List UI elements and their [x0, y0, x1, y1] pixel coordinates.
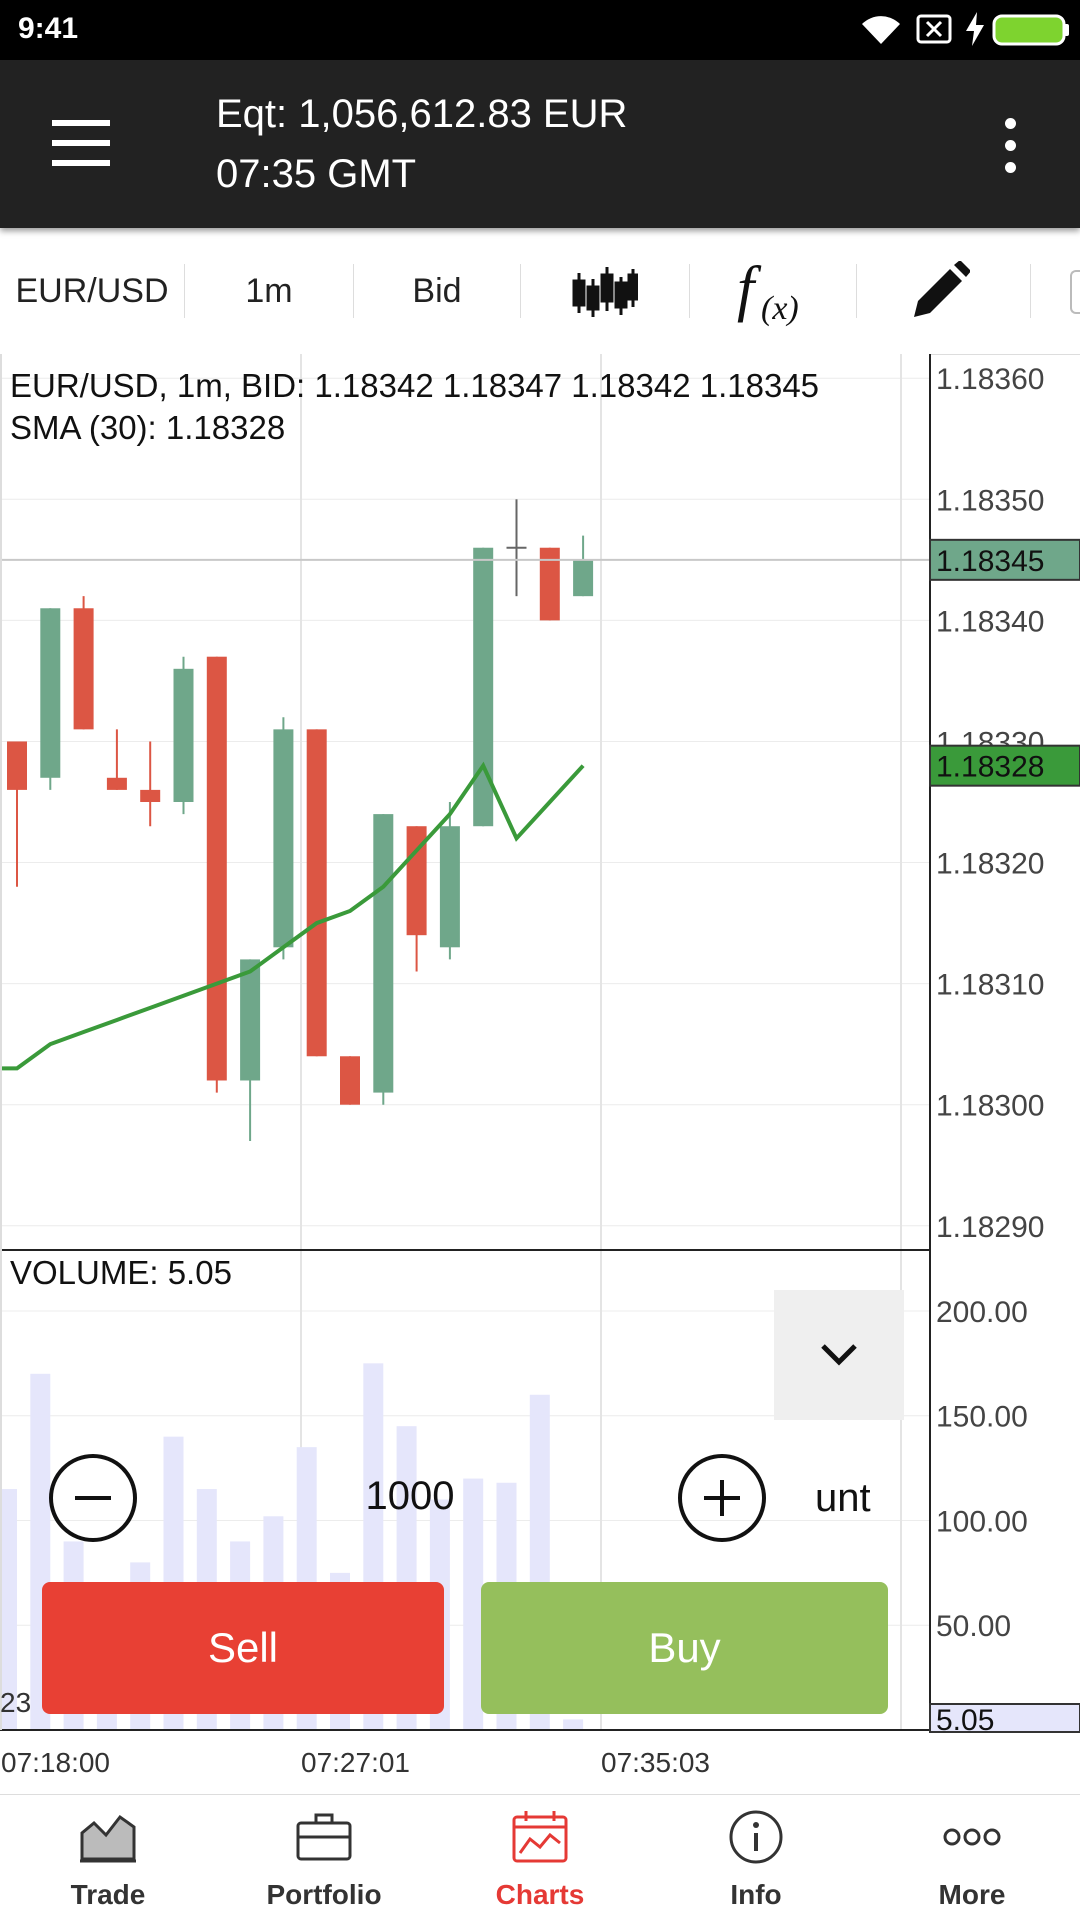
time-tick-label: 07:18:00: [1, 1747, 110, 1778]
price-chart[interactable]: 1.183601.183501.183401.183301.183201.183…: [0, 354, 1080, 1794]
candle: [473, 547, 494, 827]
candle: [273, 717, 294, 960]
candle: [40, 608, 61, 790]
minus-icon: [75, 1496, 111, 1500]
bottom-navigation: Trade Portfolio Charts Info: [0, 1794, 1080, 1921]
nav-portfolio-label: Portfolio: [266, 1879, 382, 1910]
nav-charts[interactable]: Charts: [432, 1795, 648, 1921]
price-tick-label: 1.18310: [936, 969, 1044, 1002]
candle: [539, 547, 560, 621]
chart-type-button[interactable]: [521, 228, 689, 354]
candle: [140, 741, 161, 827]
symbol-selector[interactable]: EUR/USD: [15, 271, 169, 310]
price-tick-label: 1.18360: [936, 363, 1044, 396]
equity-text: Eqt: 1,056,612.83 EUR: [216, 92, 628, 136]
svg-text:(x): (x): [761, 290, 799, 327]
candle: [373, 814, 394, 1105]
candle: [340, 1056, 360, 1105]
wifi-icon: [862, 16, 900, 44]
sma-info: SMA (30): 1.18328: [10, 409, 285, 446]
sma-price-tag-label: 1.18328: [936, 751, 1044, 784]
function-icon: f (x): [737, 255, 799, 327]
nav-more[interactable]: More: [864, 1795, 1080, 1921]
candle: [173, 656, 194, 815]
info-icon: [729, 1810, 783, 1864]
partial-label: 23: [0, 1687, 31, 1718]
candle: [439, 802, 460, 960]
ohlc-info: EUR/USD, 1m, BID: 1.18342 1.18347 1.1834…: [10, 367, 819, 404]
more-dots-icon: [943, 1828, 1001, 1846]
sma-line: [0, 761, 585, 1071]
nav-more-label: More: [938, 1879, 1006, 1910]
sma-price-tag: 1.18328: [929, 744, 1080, 787]
collapse-panel-button[interactable]: [774, 1290, 904, 1420]
current-volume-tag: 5.05: [929, 1703, 1080, 1737]
volume-tick-label: 100.00: [936, 1505, 1028, 1538]
candle: [106, 729, 127, 790]
candle: [240, 959, 261, 1142]
pencil-icon: [914, 261, 970, 317]
candle: [206, 656, 227, 1093]
briefcase-icon: [296, 1813, 352, 1861]
draw-button[interactable]: [857, 228, 1023, 354]
nav-trade-label: Trade: [70, 1879, 146, 1910]
trade-chart-icon: [80, 1814, 136, 1863]
candle: [306, 729, 327, 1057]
volume-tick-label: 150.00: [936, 1401, 1028, 1434]
chart-toolbar: EUR/USD 1m Bid f (x): [0, 228, 1080, 355]
decrease-quantity-button[interactable]: [49, 1454, 137, 1542]
current-volume-tag-label: 5.05: [936, 1704, 994, 1737]
candle: [506, 499, 527, 597]
calendar-chart-icon: [512, 1811, 568, 1863]
menu-icon[interactable]: [52, 120, 114, 166]
volume-bar: [463, 1478, 484, 1730]
price-tick-label: 1.18350: [936, 484, 1044, 517]
candle: [73, 596, 94, 730]
price-tick-label: 1.18340: [936, 605, 1044, 638]
current-price-tag: 1.18345: [929, 538, 1080, 581]
no-sim-icon: [916, 14, 952, 44]
time-tick-label: 07:35:03: [601, 1747, 710, 1778]
status-time: 9:41: [18, 12, 79, 45]
volume-tick-label: 50.00: [936, 1610, 1011, 1643]
current-price-tag-label: 1.18345: [936, 545, 1044, 578]
chart-axes: 1.183601.183501.183401.183301.183201.183…: [0, 354, 1080, 1778]
price-tick-label: 1.18290: [936, 1211, 1044, 1244]
volume-bar: [0, 1489, 17, 1730]
charging-icon: [966, 12, 984, 46]
more-tools-edge[interactable]: [1070, 270, 1080, 314]
nav-charts-label: Charts: [495, 1879, 585, 1910]
volume-bar: [563, 1719, 584, 1730]
nav-info-label: Info: [730, 1879, 782, 1910]
quantity-value[interactable]: 1000: [365, 1474, 455, 1518]
price-type-selector[interactable]: Bid: [412, 271, 462, 310]
gmt-time: 07:35 GMT: [216, 152, 417, 196]
timeframe-selector[interactable]: 1m: [245, 271, 293, 310]
time-tick-label: 07:27:01: [301, 1747, 410, 1778]
nav-info[interactable]: Info: [648, 1795, 864, 1921]
candle: [573, 535, 594, 597]
price-tick-label: 1.18320: [936, 848, 1044, 881]
chevron-down-icon: [821, 1344, 857, 1366]
candle: [7, 741, 27, 887]
battery-icon: [992, 14, 1069, 46]
nav-trade[interactable]: Trade: [0, 1795, 216, 1921]
increase-quantity-button[interactable]: [678, 1454, 766, 1542]
svg-text:f: f: [737, 255, 762, 323]
sell-button[interactable]: Sell: [42, 1582, 444, 1714]
app-header: Eqt: 1,056,612.83 EUR 07:35 GMT: [0, 60, 1080, 228]
buy-button[interactable]: Buy: [481, 1582, 888, 1714]
price-tick-label: 1.18300: [936, 1090, 1044, 1123]
nav-portfolio[interactable]: Portfolio: [216, 1795, 432, 1921]
indicators-button[interactable]: f (x): [690, 228, 856, 354]
volume-info: VOLUME: 5.05: [10, 1254, 232, 1291]
overflow-menu-icon[interactable]: [998, 118, 1022, 174]
plus-icon: [704, 1480, 740, 1516]
candlestick-icon: [572, 267, 638, 317]
quantity-unit[interactable]: unt: [815, 1476, 871, 1520]
status-bar: 9:41: [0, 0, 1080, 60]
volume-tick-label: 200.00: [936, 1296, 1028, 1329]
